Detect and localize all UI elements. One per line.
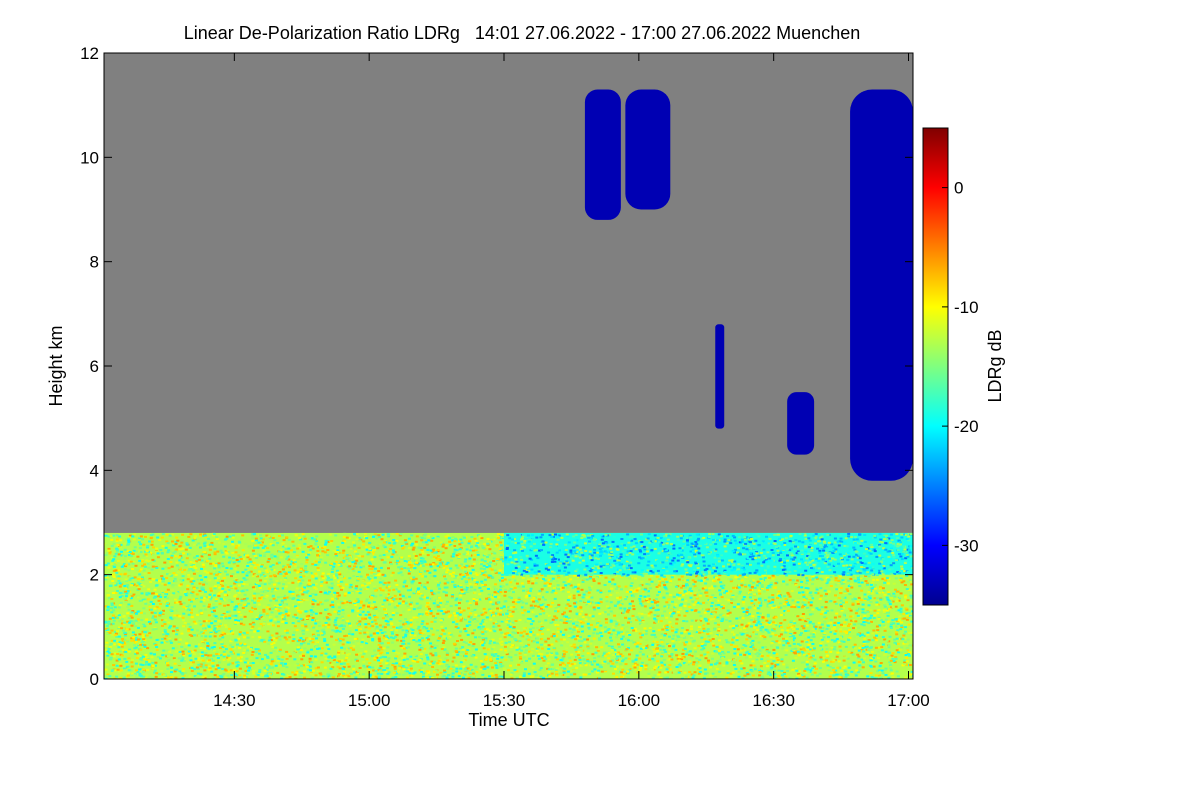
y-tick-label: 12 [80, 44, 99, 63]
y-tick-label: 2 [90, 566, 99, 585]
heatmap-region [504, 532, 913, 577]
y-axis: 0 2 4 6 8 10 12 [80, 44, 913, 689]
colorbar-tick-label: -10 [954, 298, 979, 317]
y-tick-label: 0 [90, 670, 99, 689]
heatmap-region [584, 89, 621, 220]
heatmap-region [787, 392, 815, 455]
x-tick-label: 15:00 [348, 691, 391, 710]
heatmap-field [104, 89, 913, 679]
colorbar-tick-label: 0 [954, 179, 963, 198]
colorbar-ticks: 0 -10 -20 -30 [942, 179, 979, 555]
x-tick-label: 16:00 [618, 691, 661, 710]
x-tick-label: 16:30 [752, 691, 795, 710]
x-tick-label: 15:30 [483, 691, 526, 710]
y-tick-label: 4 [90, 461, 99, 480]
x-tick-label: 17:00 [887, 691, 930, 710]
heatmap-region [625, 89, 671, 210]
heatmap-region [850, 89, 913, 481]
chart-title: Linear De-Polarization Ratio LDRg 14:01 … [184, 23, 860, 43]
colorbar-tick-label: -20 [954, 417, 979, 436]
heatmap-region [715, 324, 725, 429]
colorbar [922, 127, 949, 606]
x-tick-label: 14:30 [213, 691, 256, 710]
y-axis-label: Height km [46, 325, 66, 406]
y-tick-label: 10 [80, 148, 99, 167]
y-tick-label: 8 [90, 253, 99, 272]
x-axis: 14:30 15:00 15:30 16:00 16:30 17:00 [213, 53, 930, 710]
colorbar-tick-label: -30 [954, 536, 979, 555]
y-tick-label: 6 [90, 357, 99, 376]
colorbar-label: LDRg dB [985, 329, 1005, 402]
x-axis-label: Time UTC [468, 710, 549, 730]
